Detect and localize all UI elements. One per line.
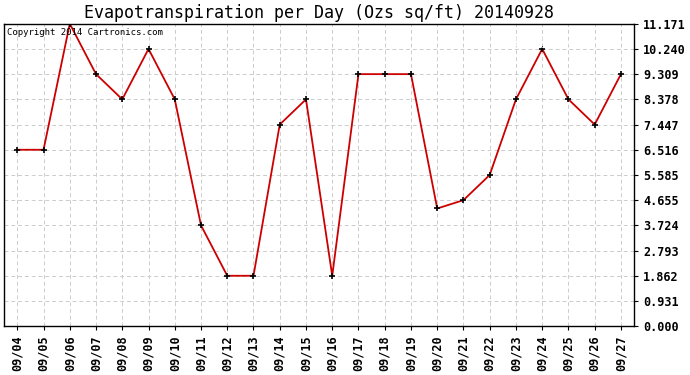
Title: Evapotranspiration per Day (Ozs sq/ft) 20140928: Evapotranspiration per Day (Ozs sq/ft) 2… xyxy=(84,4,554,22)
Text: Copyright 2014 Cartronics.com: Copyright 2014 Cartronics.com xyxy=(8,28,164,37)
